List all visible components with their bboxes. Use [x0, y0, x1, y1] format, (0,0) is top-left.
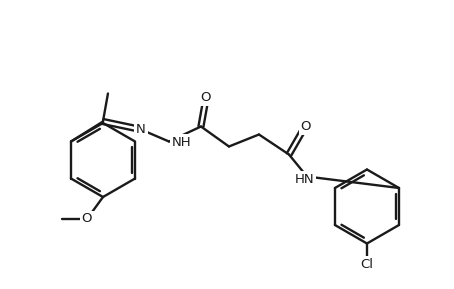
Text: NH: NH — [172, 136, 192, 149]
Text: HN: HN — [295, 173, 315, 186]
Text: N: N — [136, 123, 146, 136]
Text: Cl: Cl — [360, 258, 374, 271]
Text: O: O — [201, 91, 211, 104]
Text: O: O — [301, 120, 311, 133]
Text: O: O — [82, 212, 92, 225]
